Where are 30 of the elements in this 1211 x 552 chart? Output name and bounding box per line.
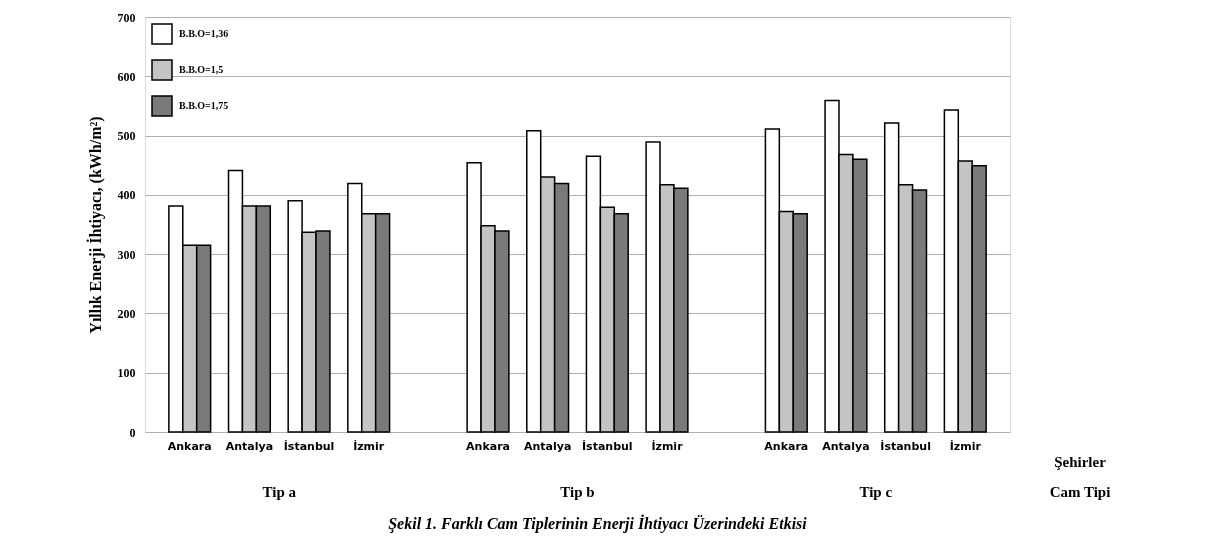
x-tick-label: Antalya — [225, 439, 274, 453]
legend-label: B.B.O=1,75 — [179, 100, 229, 111]
y-tick-label: 400 — [117, 188, 136, 203]
text: Tip b — [560, 484, 595, 500]
x-tick-label: İstanbul — [283, 438, 335, 453]
text: Tip c — [859, 484, 893, 500]
y-tick-label: 700 — [117, 10, 136, 25]
x-tick-label: Antalya — [523, 439, 572, 453]
y-tick-label: 100 — [117, 366, 136, 381]
legend-label: B.B.O=1,36 — [179, 28, 229, 39]
text: Tip a — [262, 484, 297, 500]
y-axis-title: Yıllık Enerji İhtiyacı, (kWh/m²) — [85, 116, 105, 334]
y-tick-label: 500 — [117, 129, 136, 144]
x-tick-label: Ankara — [466, 439, 510, 453]
x-tick-label: İstanbul — [582, 438, 633, 453]
y-tick-label: 200 — [117, 306, 136, 321]
x-tick-label: İzmir — [949, 438, 982, 453]
x-tick-label: İzmir — [651, 438, 684, 453]
x-tick-label: İzmir — [353, 438, 385, 453]
x-tick-label: Ankara — [167, 439, 212, 453]
y-tick-label: 0 — [129, 425, 136, 440]
x-tick-label: Ankara — [764, 439, 809, 453]
legend-label: B.B.O=1,5 — [179, 64, 224, 75]
x-tick-label: Antalya — [822, 439, 870, 453]
x-tick-label: İstanbul — [880, 438, 931, 453]
y-tick-label: 300 — [117, 247, 136, 262]
text: Cam Tipi — [1049, 484, 1111, 500]
text: Şekil 1. Farklı Cam Tiplerinin Enerji İhtiyacı Üzerindeki Etkisi — [388, 514, 808, 533]
x-axis-title: Şehirler — [1054, 454, 1107, 470]
y-tick-label: 600 — [117, 69, 136, 84]
